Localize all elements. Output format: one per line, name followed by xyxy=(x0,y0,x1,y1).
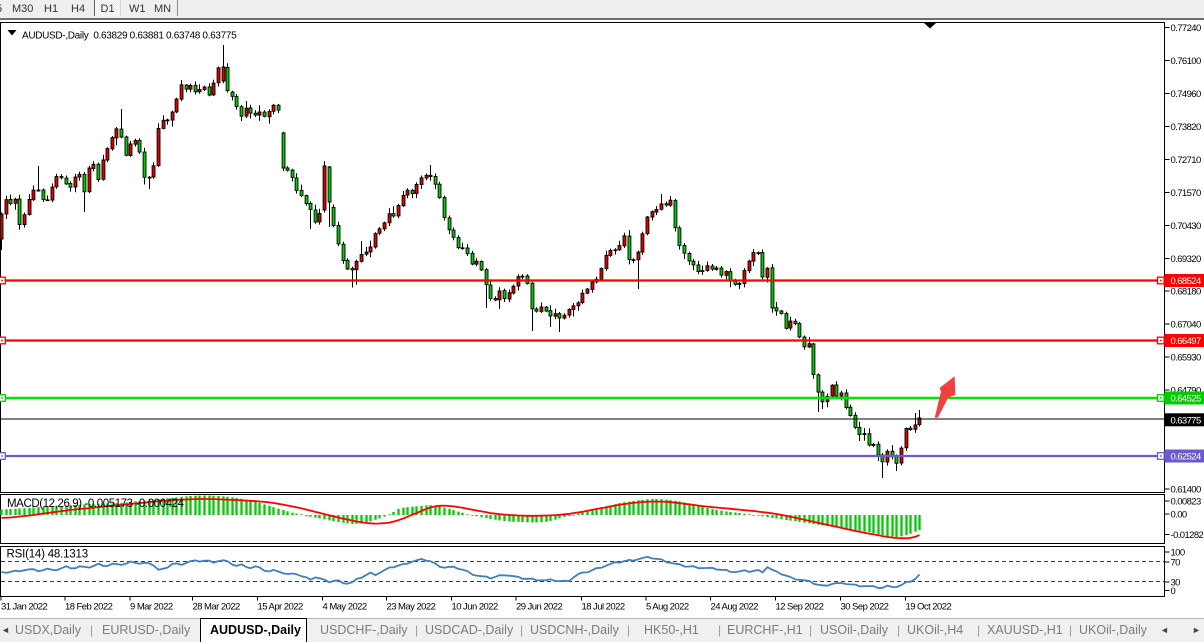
svg-text:0.63775: 0.63775 xyxy=(1171,415,1201,426)
svg-text:AUDUSD-,Daily 0.63829 0.63881: AUDUSD-,Daily 0.63829 0.63881 0.63748 0.… xyxy=(22,31,237,42)
svg-text:28 Mar 2022: 28 Mar 2022 xyxy=(193,602,241,613)
svg-text:0.66497: 0.66497 xyxy=(1171,336,1201,347)
svg-text:0.76100: 0.76100 xyxy=(1171,56,1201,67)
svg-text:9 Mar 2022: 9 Mar 2022 xyxy=(130,602,173,613)
svg-text:0.73820: 0.73820 xyxy=(1171,122,1201,133)
svg-text:15 Apr 2022: 15 Apr 2022 xyxy=(258,602,303,613)
svg-text:10 Jun 2022: 10 Jun 2022 xyxy=(452,602,499,613)
svg-text:0.00823: 0.00823 xyxy=(1171,496,1201,507)
svg-text:18 Feb 2022: 18 Feb 2022 xyxy=(65,602,113,613)
svg-text:0.69320: 0.69320 xyxy=(1171,254,1201,265)
svg-text:31 Jan 2022: 31 Jan 2022 xyxy=(1,602,48,613)
svg-text:29 Jun 2022: 29 Jun 2022 xyxy=(516,602,563,613)
svg-text:0.72710: 0.72710 xyxy=(1171,155,1201,166)
svg-text:0.65930: 0.65930 xyxy=(1171,353,1201,364)
svg-text:0.68524: 0.68524 xyxy=(1171,276,1201,287)
svg-text:70: 70 xyxy=(1171,558,1181,569)
svg-text:0: 0 xyxy=(1171,586,1176,597)
svg-text:24 Aug 2022: 24 Aug 2022 xyxy=(711,602,759,613)
svg-text:0.74960: 0.74960 xyxy=(1171,89,1201,100)
svg-text:0.64790: 0.64790 xyxy=(1171,386,1201,397)
svg-text:0.62524: 0.62524 xyxy=(1171,452,1201,463)
svg-text:12 Sep 2022: 12 Sep 2022 xyxy=(776,602,824,613)
svg-text:RSI(14) 48.1313: RSI(14) 48.1313 xyxy=(7,549,88,561)
svg-text:23 May 2022: 23 May 2022 xyxy=(387,602,436,613)
svg-text:0.67040: 0.67040 xyxy=(1171,320,1201,331)
svg-text:MACD(12,26,9) -0.005173 -0.000: MACD(12,26,9) -0.005173 -0.000424 xyxy=(7,498,185,510)
svg-text:4 May 2022: 4 May 2022 xyxy=(323,602,367,613)
svg-text:0.71570: 0.71570 xyxy=(1171,188,1201,199)
svg-text:19 Oct 2022: 19 Oct 2022 xyxy=(906,602,952,613)
svg-text:0.64525: 0.64525 xyxy=(1171,394,1201,405)
svg-text:30: 30 xyxy=(1171,578,1181,589)
svg-text:0.70430: 0.70430 xyxy=(1171,221,1201,232)
svg-text:18 Jul 2022: 18 Jul 2022 xyxy=(582,602,625,613)
svg-text:0.61400: 0.61400 xyxy=(1171,485,1201,496)
svg-text:100: 100 xyxy=(1171,547,1185,558)
svg-text:5 Aug 2022: 5 Aug 2022 xyxy=(646,602,689,613)
svg-text:0.77240: 0.77240 xyxy=(1171,23,1201,34)
svg-text:0.68180: 0.68180 xyxy=(1171,287,1201,298)
svg-text:0.00: 0.00 xyxy=(1171,510,1187,521)
svg-text:-0.01282: -0.01282 xyxy=(1171,530,1204,541)
svg-text:30 Sep 2022: 30 Sep 2022 xyxy=(841,602,889,613)
